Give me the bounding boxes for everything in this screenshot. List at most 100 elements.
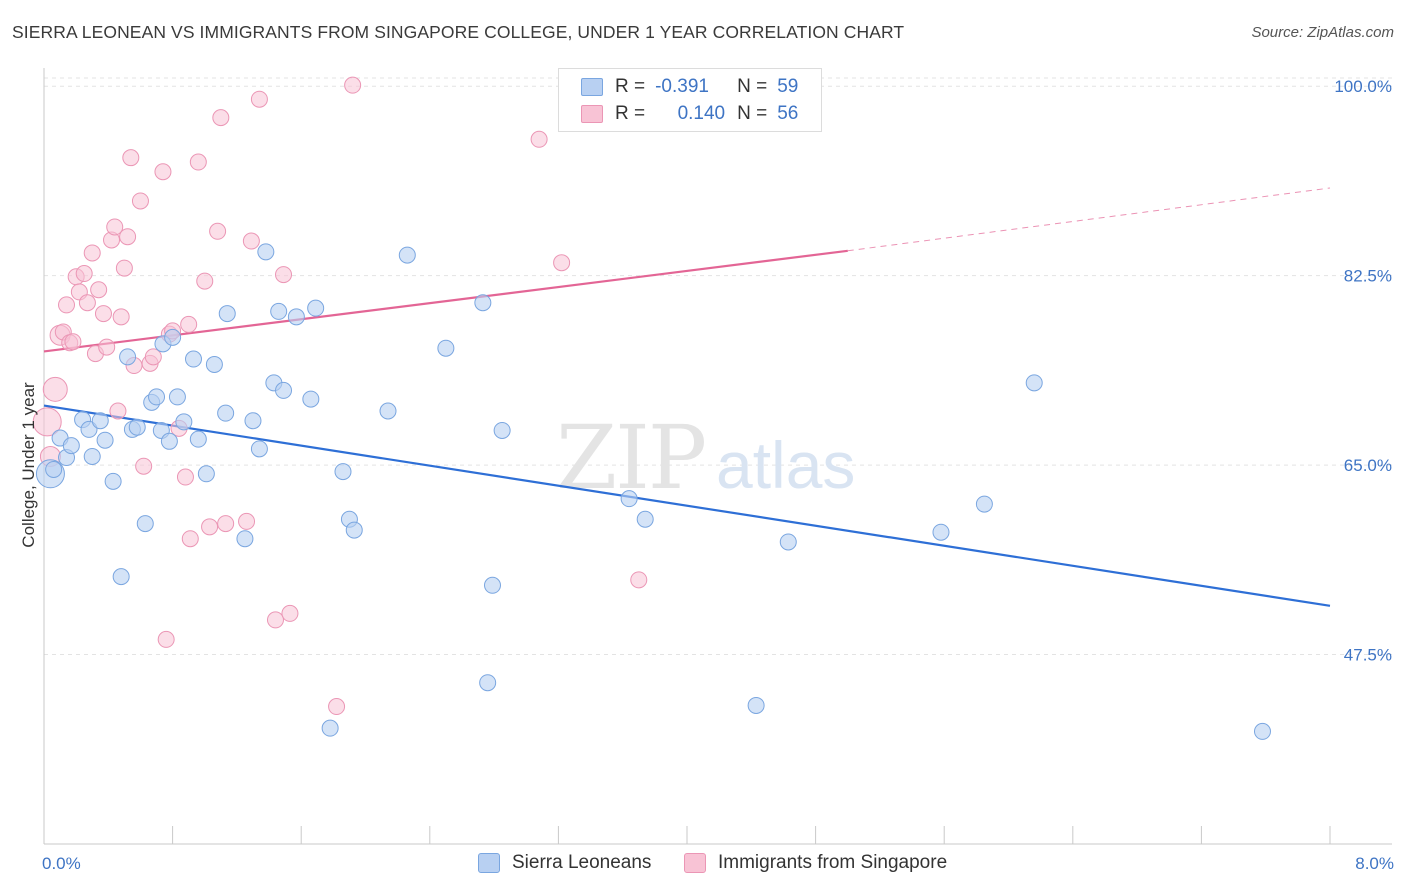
data-point-immigrants-from-singapore <box>209 222 227 240</box>
data-point-sierra-leoneans <box>184 350 202 368</box>
data-point-sierra-leoneans <box>136 515 154 533</box>
data-point-immigrants-from-singapore <box>154 163 172 181</box>
data-point-sierra-leoneans <box>217 404 235 422</box>
legend-row-sierra-leoneans: R = -0.391 N = 59 <box>581 74 798 100</box>
legend-label: Sierra Leoneans <box>512 852 652 873</box>
data-point-sierra-leoneans <box>236 530 254 548</box>
data-point-immigrants-from-singapore <box>109 402 127 420</box>
data-point-sierra-leoneans <box>398 246 416 264</box>
correlation-legend: R = -0.391 N = 59 R = 0.140 N = 56 <box>558 68 822 132</box>
data-point-sierra-leoneans <box>287 308 305 326</box>
series-sierra-leoneans <box>35 243 1271 740</box>
data-point-immigrants-from-singapore <box>328 698 346 716</box>
data-point-sierra-leoneans <box>189 430 207 448</box>
data-point-immigrants-from-singapore <box>630 571 648 589</box>
y-tick-label: 82.5% <box>1344 267 1392 286</box>
data-point-sierra-leoneans <box>779 533 797 551</box>
data-point-sierra-leoneans <box>62 437 80 455</box>
data-point-sierra-leoneans <box>493 421 511 439</box>
data-point-sierra-leoneans <box>112 568 130 586</box>
series-immigrants-from-singapore <box>32 76 648 716</box>
x-tick-label: 8.0% <box>1355 854 1394 873</box>
data-point-sierra-leoneans <box>620 490 638 508</box>
data-point-immigrants-from-singapore <box>106 218 124 236</box>
data-point-immigrants-from-singapore <box>131 192 149 210</box>
trend-line-extension <box>847 187 1331 252</box>
data-point-sierra-leoneans <box>160 432 178 450</box>
data-point-immigrants-from-singapore <box>115 259 133 277</box>
data-point-sierra-leoneans <box>334 463 352 481</box>
data-point-sierra-leoneans <box>83 447 101 465</box>
data-point-immigrants-from-singapore <box>119 228 137 246</box>
data-point-sierra-leoneans <box>80 420 98 438</box>
y-tick-label: 47.5% <box>1344 646 1392 665</box>
legend-row-immigrants-from-singapore: R = 0.140 N = 56 <box>581 101 798 127</box>
legend-label: Immigrants from Singapore <box>718 852 948 873</box>
data-point-sierra-leoneans <box>474 294 492 312</box>
legend-swatch-blue <box>581 78 603 96</box>
data-point-immigrants-from-singapore <box>196 272 214 290</box>
data-point-immigrants-from-singapore <box>181 530 199 548</box>
data-point-immigrants-from-singapore <box>112 308 130 326</box>
data-point-sierra-leoneans <box>321 719 339 737</box>
tick-labels: 47.5% 65.0% 82.5% 100.0% 0.0% 8.0% <box>42 77 1394 873</box>
data-point-sierra-leoneans <box>275 381 293 399</box>
data-point-sierra-leoneans <box>975 495 993 513</box>
data-point-immigrants-from-singapore <box>94 305 112 323</box>
data-point-immigrants-from-singapore <box>32 407 62 437</box>
data-point-sierra-leoneans <box>250 440 268 458</box>
series-legend: Sierra Leoneans Immigrants from Singapor… <box>0 852 1406 878</box>
data-point-sierra-leoneans <box>270 302 288 320</box>
data-point-sierra-leoneans <box>479 674 497 692</box>
data-point-immigrants-from-singapore <box>242 232 260 250</box>
data-point-immigrants-from-singapore <box>553 254 571 272</box>
legend-n-label: N = <box>737 76 768 97</box>
data-point-immigrants-from-singapore <box>144 348 162 366</box>
legend-swatch-blue <box>478 853 500 873</box>
data-point-immigrants-from-singapore <box>135 457 153 475</box>
legend-r-value: 0.140 <box>677 103 726 124</box>
legend-item-immigrants-from-singapore: Immigrants from Singapore <box>684 852 947 874</box>
data-point-sierra-leoneans <box>164 328 182 346</box>
data-point-sierra-leoneans <box>257 243 275 261</box>
data-point-sierra-leoneans <box>932 523 950 541</box>
data-point-sierra-leoneans <box>1253 722 1271 740</box>
data-point-sierra-leoneans <box>302 390 320 408</box>
data-point-sierra-leoneans <box>1025 374 1043 392</box>
data-point-immigrants-from-singapore <box>75 265 93 283</box>
data-point-immigrants-from-singapore <box>90 281 108 299</box>
data-point-immigrants-from-singapore <box>42 376 68 402</box>
watermark-atlas: atlas <box>716 428 855 502</box>
legend-n-label: N = <box>737 103 768 124</box>
data-point-immigrants-from-singapore <box>217 515 235 533</box>
data-point-sierra-leoneans <box>168 388 186 406</box>
data-point-sierra-leoneans <box>379 402 397 420</box>
legend-n-value: 59 <box>777 76 799 97</box>
data-point-immigrants-from-singapore <box>157 630 175 648</box>
data-point-sierra-leoneans <box>96 431 114 449</box>
data-point-immigrants-from-singapore <box>201 518 219 536</box>
data-point-sierra-leoneans <box>128 418 146 436</box>
x-tick-label: 0.0% <box>42 854 81 873</box>
legend-n-value: 56 <box>777 103 799 124</box>
data-point-sierra-leoneans <box>197 465 215 483</box>
y-tick-label: 100.0% <box>1334 77 1392 96</box>
data-point-sierra-leoneans <box>91 412 109 430</box>
data-point-sierra-leoneans <box>345 521 363 539</box>
y-axis-label: College, Under 1 year <box>19 382 38 548</box>
data-point-sierra-leoneans <box>636 510 654 528</box>
data-point-sierra-leoneans <box>747 696 765 714</box>
data-point-immigrants-from-singapore <box>176 468 194 486</box>
data-point-immigrants-from-singapore <box>250 90 268 108</box>
data-point-immigrants-from-singapore <box>344 76 362 94</box>
data-point-sierra-leoneans <box>175 413 193 431</box>
data-point-sierra-leoneans <box>483 576 501 594</box>
data-point-immigrants-from-singapore <box>98 338 116 356</box>
y-tick-label: 65.0% <box>1344 456 1392 475</box>
data-point-immigrants-from-singapore <box>64 333 82 351</box>
trend-lines <box>43 187 1331 607</box>
legend-item-sierra-leoneans: Sierra Leoneans <box>478 852 651 874</box>
data-point-sierra-leoneans <box>119 348 137 366</box>
data-point-sierra-leoneans <box>104 472 122 490</box>
data-point-sierra-leoneans <box>437 339 455 357</box>
